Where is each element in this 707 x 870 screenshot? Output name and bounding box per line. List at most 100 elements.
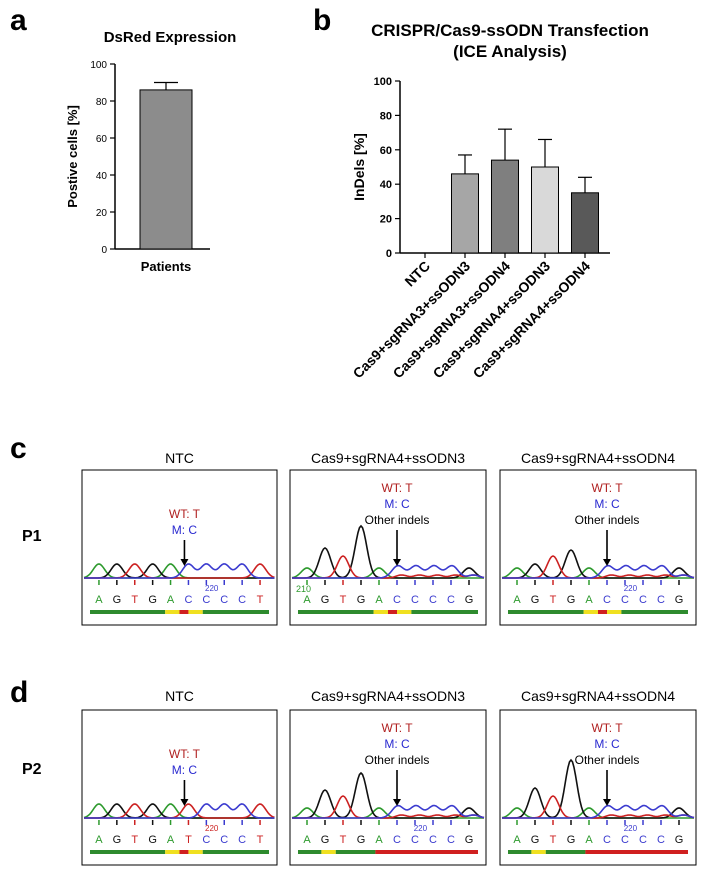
row-label-p2: P2 (22, 761, 42, 778)
base-letter: C (429, 594, 437, 606)
base-letter: G (567, 834, 576, 846)
y-tick-label: 60 (380, 145, 392, 157)
chromatogram-frame (499, 709, 697, 866)
column-title-sgrna4-ssodn3: Cas9+sgRNA4+ssODN3 (310, 450, 466, 466)
chart-b-title: CRISPR/Cas9-ssODN Transfection (371, 21, 649, 40)
trace-C (502, 564, 695, 579)
base-letter: G (113, 834, 122, 846)
quality-bar-segment (298, 850, 322, 854)
base-letter: C (202, 594, 210, 606)
arrow-head (603, 799, 611, 806)
trace-C (292, 804, 485, 819)
base-letter: G (465, 594, 474, 606)
quality-bar-segment (508, 850, 532, 854)
bar (139, 89, 193, 250)
base-letter: A (375, 594, 383, 606)
panel-label-b: b (313, 4, 332, 37)
base-letter: A (167, 834, 175, 846)
bar (571, 192, 599, 254)
panel-label-d: d (10, 676, 29, 709)
m-label: M: C (594, 497, 620, 511)
m-label: M: C (172, 763, 198, 777)
position-number: 220 (205, 584, 219, 593)
y-tick-label: 40 (380, 179, 392, 191)
quality-bar-segment (202, 610, 269, 614)
base-letter: C (202, 834, 210, 846)
base-letter: G (675, 594, 684, 606)
base-letter: G (148, 594, 157, 606)
position-number: 220 (205, 824, 219, 833)
m-label: M: C (594, 737, 620, 751)
m-label: M: C (384, 497, 410, 511)
base-letter: C (447, 834, 455, 846)
position-number-left: 210 (296, 584, 311, 594)
arrow-head (393, 799, 401, 806)
base-letter: G (321, 834, 330, 846)
m-label: M: C (172, 523, 198, 537)
quality-bar-segment (179, 610, 189, 614)
quality-bar-segment (188, 610, 203, 614)
column-title-sgrna4-ssodn4-d: Cas9+sgRNA4+ssODN4 (520, 688, 676, 704)
base-letter: C (621, 834, 629, 846)
bar (491, 159, 519, 254)
base-letter: C (447, 594, 455, 606)
trace-C (84, 563, 275, 579)
other-indels-label: Other indels (575, 513, 640, 527)
base-letter: T (257, 834, 264, 846)
base-letter: G (113, 594, 122, 606)
quality-bar-segment (388, 610, 397, 614)
base-letter: T (185, 834, 192, 846)
base-letter: G (321, 594, 330, 606)
base-letter: G (465, 834, 474, 846)
base-letter: T (131, 594, 138, 606)
panel-label-c: c (10, 432, 27, 465)
y-tick-label: 20 (96, 208, 108, 219)
base-letter: C (411, 834, 419, 846)
position-number: 220 (624, 584, 638, 593)
arrow-head (393, 559, 401, 566)
base-letter: C (393, 594, 401, 606)
base-letter: C (639, 594, 647, 606)
y-tick-label: 0 (101, 245, 107, 256)
y-tick-label: 100 (90, 60, 107, 71)
base-letter: C (657, 594, 665, 606)
chart-a-title: DsRed Expression (103, 29, 237, 46)
quality-bar-segment (188, 850, 203, 854)
category-label: Patients (141, 259, 192, 274)
y-tick-label: 100 (374, 76, 392, 88)
quality-bar-segment (298, 610, 374, 614)
quality-bar-segment (90, 850, 166, 854)
base-letter: A (303, 834, 311, 846)
y-tick-label: 40 (96, 171, 108, 182)
quality-bar-segment (202, 850, 269, 854)
quality-bar-segment (531, 850, 546, 854)
base-letter: C (220, 834, 228, 846)
base-letter: A (513, 834, 521, 846)
y-axis-label: InDels [%] (351, 133, 367, 201)
wt-label: WT: T (169, 507, 201, 521)
position-number: 220 (624, 824, 638, 833)
y-tick-label: 80 (380, 110, 392, 122)
quality-bar-segment (375, 850, 478, 854)
base-letter: G (567, 594, 576, 606)
chromatogram-frame (81, 469, 278, 626)
chromatogram-frame (289, 709, 487, 866)
base-letter: A (95, 834, 103, 846)
base-letter: T (340, 834, 347, 846)
wt-label: WT: T (591, 721, 623, 735)
base-letter: C (429, 834, 437, 846)
panel-label-a: a (10, 4, 27, 37)
base-letter: G (357, 594, 366, 606)
quality-bar-segment (165, 850, 180, 854)
other-indels-label: Other indels (365, 753, 430, 767)
column-title-sgrna4-ssodn4: Cas9+sgRNA4+ssODN4 (520, 450, 676, 466)
base-letter: C (603, 594, 611, 606)
wt-label: WT: T (381, 481, 413, 495)
quality-bar-segment (373, 610, 388, 614)
arrow-head (180, 559, 189, 566)
